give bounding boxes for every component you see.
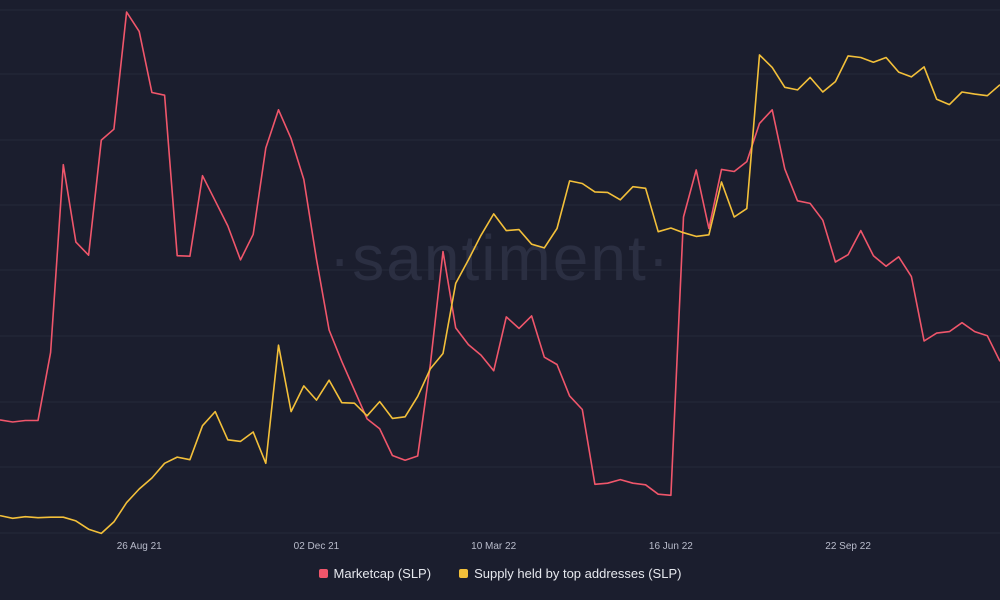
x-tick-label: 22 Sep 22 xyxy=(825,541,871,552)
x-tick-label: 02 Dec 21 xyxy=(294,541,340,552)
legend-label-supply: Supply held by top addresses (SLP) xyxy=(474,566,682,581)
legend-swatch-marketcap xyxy=(318,569,328,578)
legend-item-marketcap[interactable]: Marketcap (SLP) xyxy=(318,566,432,581)
series-lines xyxy=(0,11,1000,535)
legend-item-supply[interactable]: Supply held by top addresses (SLP) xyxy=(459,566,681,581)
x-tick-label: 16 Jun 22 xyxy=(649,541,693,552)
legend-swatch-supply xyxy=(459,569,469,578)
series-line-supply xyxy=(0,54,1000,535)
x-tick-label: 10 Mar 22 xyxy=(471,541,516,552)
legend-label-marketcap: Marketcap (SLP) xyxy=(333,566,432,581)
grid-lines xyxy=(0,9,1000,534)
x-tick-label: 26 Aug 21 xyxy=(117,541,162,552)
series-line-marketcap xyxy=(0,11,1000,497)
legend: Marketcap (SLP) Supply held by top addre… xyxy=(0,566,1000,581)
x-axis-ticks: 26 Aug 21 02 Dec 21 10 Mar 22 16 Jun 22 22 S… xyxy=(117,541,872,552)
watermark: ·santiment· xyxy=(329,222,671,294)
